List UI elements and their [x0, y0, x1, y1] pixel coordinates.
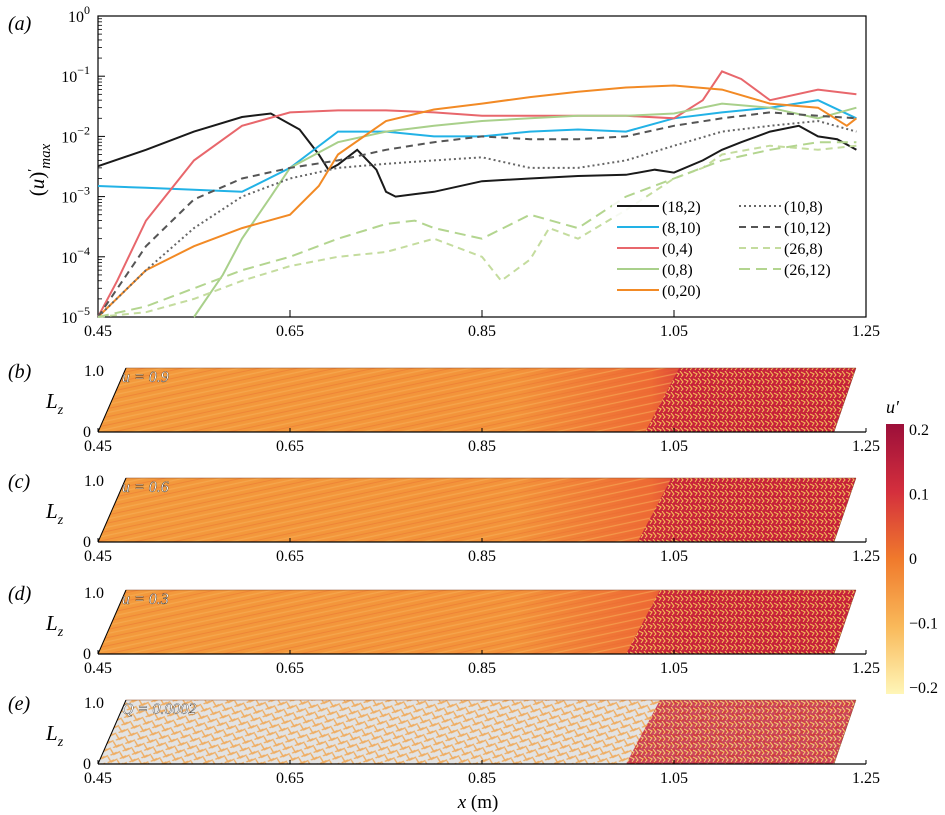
y-tick-label: 10−3 [61, 184, 90, 207]
y-tick-label: 100 [68, 3, 90, 26]
colorbar-tick-label: 0 [909, 551, 917, 568]
y-tick-label: 10−5 [61, 304, 90, 327]
lz-tick-label: 1.0 [84, 473, 104, 490]
turbulent-region [626, 700, 856, 764]
legend-label: (0,20) [662, 283, 701, 300]
lz-tick-label: 0 [83, 646, 91, 663]
colorbar: u′ 0.2 0.1 0 −0.1 −0.2 [886, 397, 938, 697]
panel-z-axis [97, 367, 127, 433]
lz-tick-label: 1.0 [84, 585, 104, 602]
series-line-(10,12) [97, 111, 857, 318]
x-tick-label: 1.25 [852, 660, 880, 677]
lz-tick-label: 1.0 [84, 363, 104, 380]
legend-label: (8,10) [662, 220, 701, 237]
svg-text:(u)′max: (u)′max [25, 143, 54, 196]
x-tick-label: 1.05 [660, 323, 688, 340]
legend-label: (0,4) [662, 241, 693, 258]
x-tick-label: 0.45 [84, 660, 112, 677]
panel-d-label: (d) [8, 583, 32, 605]
panel-b: (b) Lz 1.0 00.45 0.65 0.85 1.05 1.25 u = 0.9 [8, 361, 880, 455]
legend-label: (10,12) [784, 220, 831, 237]
panel-b-label: (b) [8, 361, 32, 383]
colorbar-tick-label: −0.1 [909, 616, 938, 633]
series-line-(0,8) [193, 102, 857, 318]
lz-label: Lz [45, 389, 64, 418]
panel-d: (d) Lz 1.0 00.45 0.65 0.85 1.05 1.25 u = 0.3 [8, 583, 880, 677]
series-line-(18,2) [97, 112, 857, 198]
x-tick-label: 0.65 [276, 770, 304, 787]
turbulent-region [645, 368, 856, 432]
series-line-(8,10) [97, 99, 857, 193]
x-tick-label: 1.05 [660, 770, 688, 787]
lz-tick-label: 0 [83, 756, 91, 773]
legend-background [612, 198, 857, 306]
colorbar-tick-label: 0.1 [909, 487, 929, 504]
lz-tick-label: 1.0 [84, 695, 104, 712]
panel-a-label: (a) [8, 13, 32, 35]
panel-d-annotation: u = 0.3 [122, 591, 169, 608]
colorbar-tick-label: 0.2 [909, 422, 929, 439]
x-tick-label: 0.65 [276, 438, 304, 455]
colorbar-tick-label: −0.2 [909, 680, 938, 697]
series-line-(0,4) [97, 70, 857, 318]
x-tick-label: 0.85 [468, 323, 496, 340]
y-tick-label: 10−2 [61, 123, 90, 146]
series-line-(26,12) [97, 141, 857, 318]
series-line-(0,20) [97, 84, 858, 318]
legend-label: (26,12) [784, 262, 831, 279]
panel-e-label: (e) [8, 693, 31, 715]
x-tick-label: 1.25 [852, 548, 880, 565]
x-tick-label: 0.45 [84, 438, 112, 455]
lz-label: Lz [45, 721, 64, 750]
panel-z-axis [97, 589, 127, 655]
series-line-(10,8) [97, 119, 857, 318]
x-tick-label: 1.05 [660, 660, 688, 677]
x-tick-label: 1.05 [660, 438, 688, 455]
panel-b-annotation: u = 0.9 [122, 369, 169, 386]
legend-label: (10,8) [784, 199, 823, 216]
x-axis-label: x (m) [457, 792, 499, 813]
x-tick-label: 0.65 [276, 660, 304, 677]
x-tick-label: 0.45 [84, 548, 112, 565]
colorbar-gradient [886, 424, 904, 694]
lz-tick-label: 0 [83, 424, 91, 441]
lz-label: Lz [45, 499, 64, 528]
x-tick-label: 0.65 [276, 323, 304, 340]
panel-e: (e) Lz 1.0 00.45 0.65 0.85 1.05 1.25 Q = 0.0002 [8, 693, 880, 787]
panel-e-annotation: Q = 0.0002 [122, 701, 196, 718]
legend-label: (26,8) [784, 241, 823, 258]
plot-a-ticks: 0.45 0.65 0.85 1.05 1.25 100 10−1 10−2 10−3 10−4 1… [61, 3, 880, 340]
legend: (18,2) (8,10) (0,4) (0,8) (0,20) (10,8) (10,12… [612, 198, 857, 306]
colorbar-title: u′ [886, 397, 900, 417]
x-tick-label: 0.85 [468, 438, 496, 455]
x-tick-label: 0.85 [468, 660, 496, 677]
panel-c-label: (c) [8, 471, 31, 493]
panel-c-annotation: u = 0.6 [122, 479, 169, 496]
panel-c: (c) Lz 1.0 00.45 0.65 0.85 1.05 1.25 u = 0.6 [8, 471, 880, 565]
turbulent-region [626, 590, 856, 654]
x-tick-label: 0.45 [84, 323, 112, 340]
legend-label: (18,2) [662, 199, 701, 216]
series-line-(26,8) [97, 144, 857, 318]
x-tick-label: 0.85 [468, 548, 496, 565]
y-tick-label: 10−1 [61, 63, 90, 86]
turbulent-region [637, 478, 856, 542]
x-tick-label: 1.25 [852, 770, 880, 787]
lz-tick-label: 0 [83, 534, 91, 551]
plot-a-series [97, 70, 858, 318]
legend-label: (0,8) [662, 262, 693, 279]
contour-panels: (b)Lz1.000.45 0.65 0.85 1.05 1.25u = 0.9(c)L… [8, 361, 880, 787]
y-tick-label: 10−4 [61, 244, 90, 267]
x-tick-label: 0.65 [276, 548, 304, 565]
lz-label: Lz [45, 611, 64, 640]
x-tick-label: 1.25 [852, 438, 880, 455]
x-tick-label: 1.25 [852, 323, 880, 340]
panel-z-axis [97, 477, 127, 543]
x-tick-label: 0.45 [84, 770, 112, 787]
x-tick-label: 1.05 [660, 548, 688, 565]
y-axis-label: (u)′max [25, 143, 54, 196]
x-tick-label: 0.85 [468, 770, 496, 787]
panel-z-axis [97, 699, 127, 765]
